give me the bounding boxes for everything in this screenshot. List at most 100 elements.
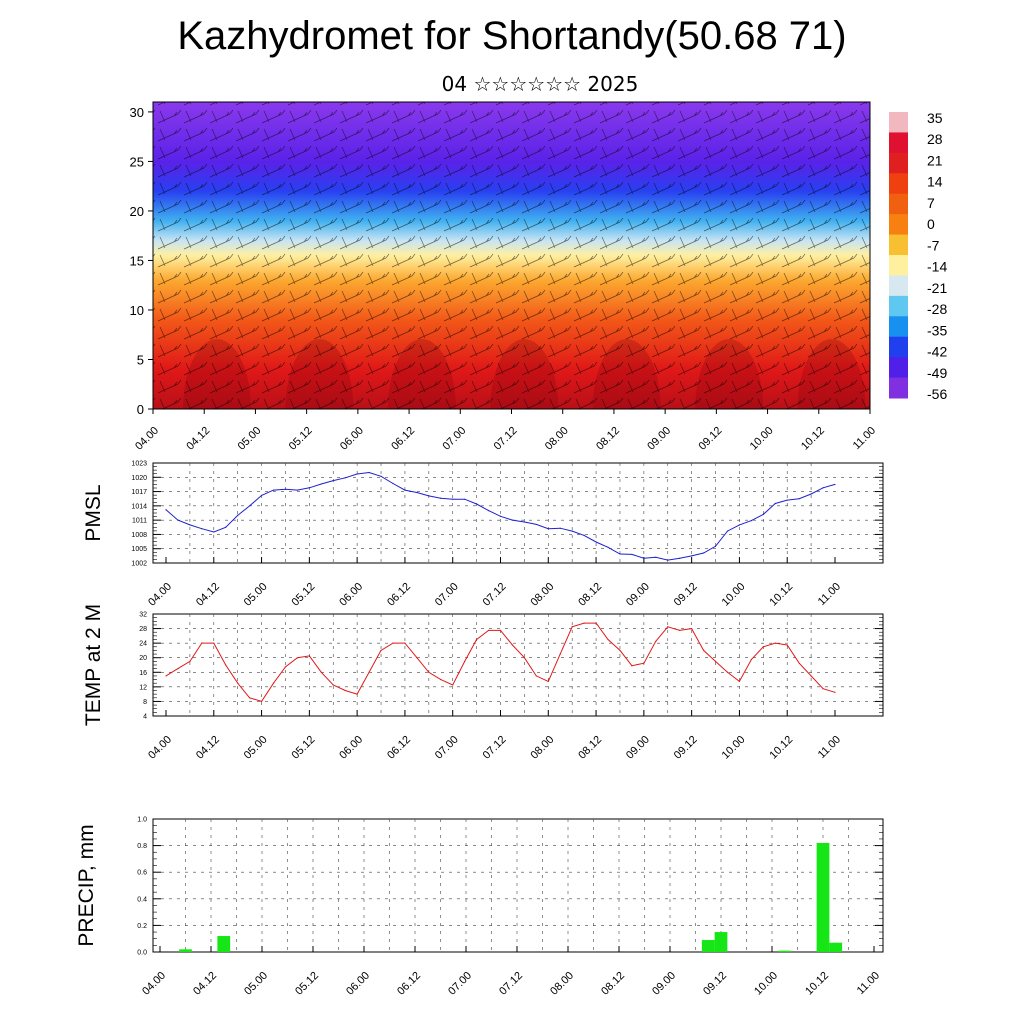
data-point xyxy=(380,475,382,477)
y-tick-label: 12 xyxy=(139,684,147,691)
data-point xyxy=(511,644,514,646)
colorbar-swatch xyxy=(889,295,908,317)
data-point xyxy=(332,684,334,686)
data-point xyxy=(464,498,466,500)
x-tick-label: 08.00 xyxy=(528,734,556,762)
data-point xyxy=(810,493,812,495)
y-tick-label: 0 xyxy=(137,402,144,417)
x-tick-label: 04.12 xyxy=(194,734,222,762)
y-tick-label: 4 xyxy=(143,714,147,721)
precip-bar xyxy=(179,949,192,952)
data-point xyxy=(762,513,764,516)
data-point xyxy=(201,528,203,530)
x-tick-label: 10.12 xyxy=(767,581,795,609)
x-tick-label: 05.12 xyxy=(290,581,318,609)
colorbar-swatch xyxy=(889,214,908,236)
data-point xyxy=(320,671,322,673)
colorbar-swatch xyxy=(889,357,908,379)
colorbar-swatch xyxy=(889,234,908,256)
y-tick-label: 0.6 xyxy=(137,870,147,877)
data-point xyxy=(356,473,358,475)
data-point xyxy=(165,509,167,511)
page-title: Kazhydromet for Shortandy(50.68 71) xyxy=(177,14,847,58)
data-point xyxy=(798,662,800,664)
x-tick-label: 05.00 xyxy=(242,734,270,762)
data-point xyxy=(822,487,824,489)
data-point xyxy=(774,642,776,644)
colorbar-label: 35 xyxy=(927,110,943,126)
colorbar-swatch xyxy=(889,377,908,399)
x-tick-label: 08.12 xyxy=(576,581,604,609)
y-tick-label: 16 xyxy=(139,670,147,677)
colorbar-label: -21 xyxy=(927,280,947,296)
data-point xyxy=(714,545,717,547)
data-point xyxy=(523,521,525,523)
x-tick-label: 07.12 xyxy=(481,581,509,609)
colorbar-swatch xyxy=(889,193,908,215)
y-tick-label: 1011 xyxy=(132,518,147,525)
y-tick-label: 1023 xyxy=(131,461,147,468)
colorbar-label: -49 xyxy=(927,365,947,381)
data-point xyxy=(213,531,215,533)
data-point xyxy=(547,528,549,530)
x-tick-label: 08.12 xyxy=(576,734,604,762)
data-point xyxy=(750,658,752,661)
data-point xyxy=(296,657,299,659)
data-point xyxy=(249,697,251,699)
data-point xyxy=(738,524,741,526)
data-point xyxy=(714,660,717,662)
data-point xyxy=(165,675,167,677)
data-point xyxy=(667,626,669,628)
colorbar-swatch xyxy=(889,336,908,358)
data-point xyxy=(726,671,729,673)
x-tick-label: 06.00 xyxy=(337,581,365,609)
data-point xyxy=(762,646,764,648)
colorbar-label: -7 xyxy=(927,237,940,253)
data-point xyxy=(559,527,561,529)
data-point xyxy=(631,665,633,667)
data-point xyxy=(452,498,454,500)
x-tick-label: 04.12 xyxy=(191,970,219,998)
data-point xyxy=(619,649,621,652)
y-tick-label: 1014 xyxy=(131,503,147,510)
y-tick-label: 20 xyxy=(130,204,144,219)
x-tick-label: 08.00 xyxy=(548,970,576,998)
colorbar-label: 21 xyxy=(927,152,943,168)
x-tick-label: 10.12 xyxy=(803,970,831,998)
data-point xyxy=(260,494,263,496)
precip-panel: 0.0 0.2 0.4 0.6 0.8 1.0 04.00 04.12 05.00 05.12 06… xyxy=(75,817,884,998)
data-point xyxy=(392,482,394,485)
data-point xyxy=(786,499,788,501)
panel-frame xyxy=(152,462,884,564)
colorbar-swatch xyxy=(889,132,908,154)
x-tick-label: 07.12 xyxy=(497,970,525,998)
data-point xyxy=(213,642,215,644)
y-tick-label: 1005 xyxy=(131,546,147,553)
x-tick-label: 06.12 xyxy=(389,425,417,453)
x-tick-label: 10.12 xyxy=(799,425,827,453)
data-point xyxy=(810,675,812,677)
x-tick-label: 06.12 xyxy=(395,970,423,998)
colorbar-label: 7 xyxy=(927,195,935,211)
data-point xyxy=(583,534,585,536)
colorbar-swatch xyxy=(889,173,908,195)
x-tick-label: 07.00 xyxy=(446,970,474,998)
data-point xyxy=(344,689,346,692)
wind-barbs xyxy=(153,102,870,409)
colorbar-swatch xyxy=(889,316,908,338)
colorbar-label: 0 xyxy=(927,216,935,232)
data-point xyxy=(237,514,239,516)
data-point xyxy=(774,502,776,505)
data-point xyxy=(404,489,406,491)
x-tick-label: 05.00 xyxy=(236,425,264,453)
data-point xyxy=(249,505,251,507)
data-point xyxy=(284,488,287,490)
colorbar-label: -35 xyxy=(927,322,947,338)
data-point xyxy=(260,700,263,703)
data-point xyxy=(595,622,597,624)
heatmap-modulation xyxy=(153,102,870,409)
data-point xyxy=(428,671,430,673)
x-tick-label: 05.00 xyxy=(242,970,270,998)
x-tick-label: 06.00 xyxy=(338,425,366,453)
